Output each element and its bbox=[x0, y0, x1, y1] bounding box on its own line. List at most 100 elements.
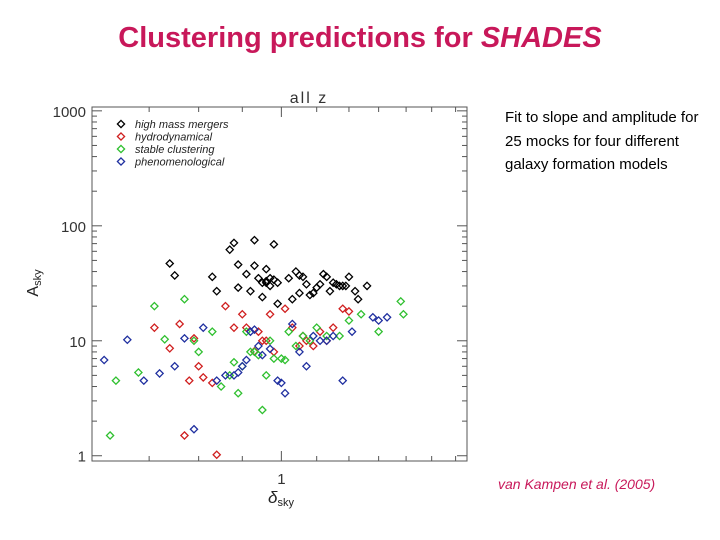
point-hydrodynamical bbox=[220, 301, 230, 311]
point-hydrodynamical bbox=[253, 327, 263, 337]
point-stable-clustering bbox=[396, 296, 406, 306]
point-stable-clustering bbox=[291, 341, 301, 351]
point-phenomenological bbox=[139, 376, 149, 386]
point-stable-clustering bbox=[189, 336, 199, 346]
x-axis-label: δsky bbox=[268, 488, 294, 509]
y-tick-label: 1 bbox=[78, 449, 86, 466]
point-stable-clustering bbox=[335, 331, 345, 341]
y-tick-label: 10 bbox=[69, 334, 86, 351]
point-phenomenological bbox=[257, 350, 267, 360]
point-phenomenological bbox=[170, 361, 180, 371]
point-high-mass-mergers bbox=[207, 272, 217, 282]
tick-labels: 1 10 100 1000 1 bbox=[53, 104, 286, 488]
point-hydrodynamical bbox=[184, 376, 194, 386]
point-hydrodynamical bbox=[175, 319, 185, 329]
point-high-mass-mergers bbox=[308, 288, 318, 298]
point-high-mass-mergers bbox=[298, 272, 308, 282]
point-high-mass-mergers bbox=[315, 279, 325, 289]
point-phenomenological bbox=[287, 319, 297, 329]
point-stable-clustering bbox=[233, 388, 243, 398]
point-hydrodynamical bbox=[344, 306, 354, 316]
point-hydrodynamical bbox=[165, 343, 175, 353]
point-stable-clustering bbox=[229, 357, 239, 367]
credit-citation: van Kampen et al. (2005) bbox=[498, 476, 656, 492]
legend-marker bbox=[116, 156, 126, 167]
point-high-mass-mergers bbox=[287, 294, 297, 304]
point-stable-clustering bbox=[111, 376, 121, 386]
point-high-mass-mergers bbox=[245, 286, 255, 296]
point-stable-clustering bbox=[312, 323, 322, 333]
point-phenomenological bbox=[179, 333, 189, 343]
legend-label: phenomenological bbox=[134, 157, 225, 169]
legend-marker bbox=[116, 131, 126, 142]
point-high-mass-mergers bbox=[291, 267, 301, 277]
fit-note: Fit to slope and amplitude for 25 mocks … bbox=[505, 109, 699, 173]
point-high-mass-mergers bbox=[241, 269, 251, 279]
slide-title-prefix: Clustering predictions for bbox=[118, 22, 481, 54]
point-high-mass-mergers bbox=[249, 235, 259, 245]
point-phenomenological bbox=[347, 327, 357, 337]
point-stable-clustering bbox=[269, 354, 279, 364]
point-high-mass-mergers bbox=[269, 239, 279, 249]
point-high-mass-mergers bbox=[233, 260, 243, 270]
point-high-mass-mergers bbox=[325, 286, 335, 296]
data-points bbox=[99, 235, 408, 460]
point-stable-clustering bbox=[257, 405, 267, 415]
point-phenomenological bbox=[233, 367, 243, 377]
point-stable-clustering bbox=[344, 316, 354, 326]
point-stable-clustering bbox=[194, 347, 204, 357]
point-hydrodynamical bbox=[261, 336, 271, 346]
y-axis-label: Asky bbox=[25, 269, 44, 297]
chart-title: all z bbox=[290, 90, 328, 107]
point-stable-clustering bbox=[322, 331, 332, 341]
point-high-mass-mergers bbox=[284, 273, 294, 283]
point-stable-clustering bbox=[356, 309, 366, 319]
y-tick-label: 100 bbox=[61, 219, 86, 236]
legend-marker bbox=[116, 119, 126, 129]
point-high-mass-mergers bbox=[261, 264, 271, 274]
point-phenomenological bbox=[220, 370, 230, 380]
point-phenomenological bbox=[338, 376, 348, 386]
point-high-mass-mergers bbox=[225, 245, 235, 255]
point-stable-clustering bbox=[261, 370, 271, 380]
point-high-mass-mergers bbox=[305, 290, 315, 300]
legend-marker bbox=[116, 144, 126, 154]
point-high-mass-mergers bbox=[273, 299, 283, 309]
point-high-mass-mergers bbox=[322, 272, 332, 282]
point-phenomenological bbox=[273, 376, 283, 386]
point-phenomenological bbox=[301, 361, 311, 371]
point-phenomenological bbox=[122, 335, 132, 345]
point-hydrodynamical bbox=[315, 327, 325, 337]
point-high-mass-mergers bbox=[335, 281, 345, 291]
point-hydrodynamical bbox=[237, 309, 247, 319]
point-phenomenological bbox=[328, 331, 338, 341]
point-phenomenological bbox=[368, 312, 378, 322]
point-high-mass-mergers bbox=[273, 278, 283, 288]
point-phenomenological bbox=[265, 344, 275, 354]
point-stable-clustering bbox=[280, 355, 290, 365]
point-hydrodynamical bbox=[280, 304, 290, 314]
point-high-mass-mergers bbox=[353, 294, 363, 304]
x-tick-label: 1 bbox=[277, 471, 285, 488]
point-high-mass-mergers bbox=[165, 258, 175, 269]
legend-label: hydrodynamical bbox=[135, 132, 213, 144]
point-phenomenological bbox=[280, 388, 290, 398]
point-high-mass-mergers bbox=[229, 238, 239, 248]
point-hydrodynamical bbox=[229, 323, 239, 333]
point-phenomenological bbox=[249, 325, 259, 335]
point-high-mass-mergers bbox=[341, 281, 351, 291]
point-high-mass-mergers bbox=[294, 288, 304, 298]
point-high-mass-mergers bbox=[212, 286, 222, 296]
point-stable-clustering bbox=[237, 361, 247, 371]
point-stable-clustering bbox=[160, 334, 170, 344]
point-phenomenological bbox=[99, 355, 109, 365]
axis-ticks bbox=[91, 107, 467, 461]
point-phenomenological bbox=[245, 327, 255, 337]
point-phenomenological bbox=[155, 368, 165, 378]
slide-title-emphasis: SHADES bbox=[480, 22, 602, 54]
point-hydrodynamical bbox=[328, 323, 338, 333]
point-stable-clustering bbox=[374, 327, 384, 337]
point-high-mass-mergers bbox=[294, 270, 304, 280]
